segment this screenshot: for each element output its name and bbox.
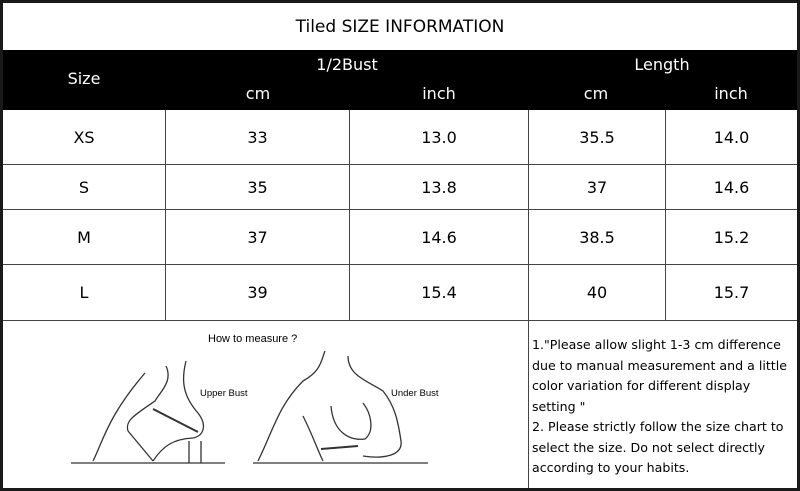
- header-size: Size: [67, 69, 101, 88]
- cell-bust-cm: 35: [165, 165, 349, 209]
- cell-size: XS: [73, 127, 95, 147]
- header-length: Length: [634, 55, 690, 74]
- cell-length-inch: 14.0: [665, 110, 797, 164]
- under-bust-label: Under Bust: [391, 388, 439, 399]
- cell-size: S: [78, 177, 90, 197]
- cell-bust-inch: 14.6: [349, 210, 528, 264]
- cell-length-inch: 15.2: [665, 210, 797, 264]
- table-header: Size 1/2Bust Length cm inch cm inch: [3, 50, 797, 110]
- table-row: S 35 13.8 37 14.6: [3, 165, 797, 210]
- note-2: 2. Please strictly follow the size chart…: [532, 419, 784, 475]
- cell-length-cm: 35.5: [528, 110, 665, 164]
- body-sketch-icon: [71, 350, 428, 464]
- measure-illustration: How to measure ? Upper Bust Under Bust: [3, 321, 528, 488]
- size-notes: 1."Please allow slight 1-3 cm difference…: [528, 321, 797, 488]
- table-row: XS 33 13.0 35.5 14.0: [3, 110, 797, 165]
- header-length-inch: inch: [714, 84, 748, 103]
- upper-bust-label: Upper Bust: [200, 388, 248, 399]
- cell-size: M: [77, 227, 91, 247]
- cell-bust-inch: 13.8: [349, 165, 528, 209]
- measure-title: How to measure ?: [208, 333, 298, 345]
- header-length-cm: cm: [583, 84, 609, 103]
- cell-bust-cm: 33: [165, 110, 349, 164]
- cell-length-cm: 38.5: [528, 210, 665, 264]
- measure-section: How to measure ? Upper Bust Under Bust 1…: [3, 321, 797, 488]
- note-1: 1."Please allow slight 1-3 cm difference…: [532, 337, 787, 414]
- header-bust-cm: cm: [245, 84, 271, 103]
- table-row: L 39 15.4 40 15.7: [3, 265, 797, 321]
- cell-length-inch: 15.7: [665, 265, 797, 320]
- header-bust-inch: inch: [422, 84, 456, 103]
- cell-bust-cm: 37: [165, 210, 349, 264]
- cell-length-inch: 14.6: [665, 165, 797, 209]
- header-bust: 1/2Bust: [316, 55, 378, 74]
- table-row: M 37 14.6 38.5 15.2: [3, 210, 797, 265]
- cell-size: L: [79, 283, 89, 302]
- cell-bust-inch: 13.0: [349, 110, 528, 164]
- cell-bust-inch: 15.4: [349, 265, 528, 320]
- chart-title: Tiled SIZE INFORMATION: [3, 3, 797, 52]
- cell-length-cm: 40: [528, 265, 665, 320]
- cell-length-cm: 37: [528, 165, 665, 209]
- cell-bust-cm: 39: [165, 265, 349, 320]
